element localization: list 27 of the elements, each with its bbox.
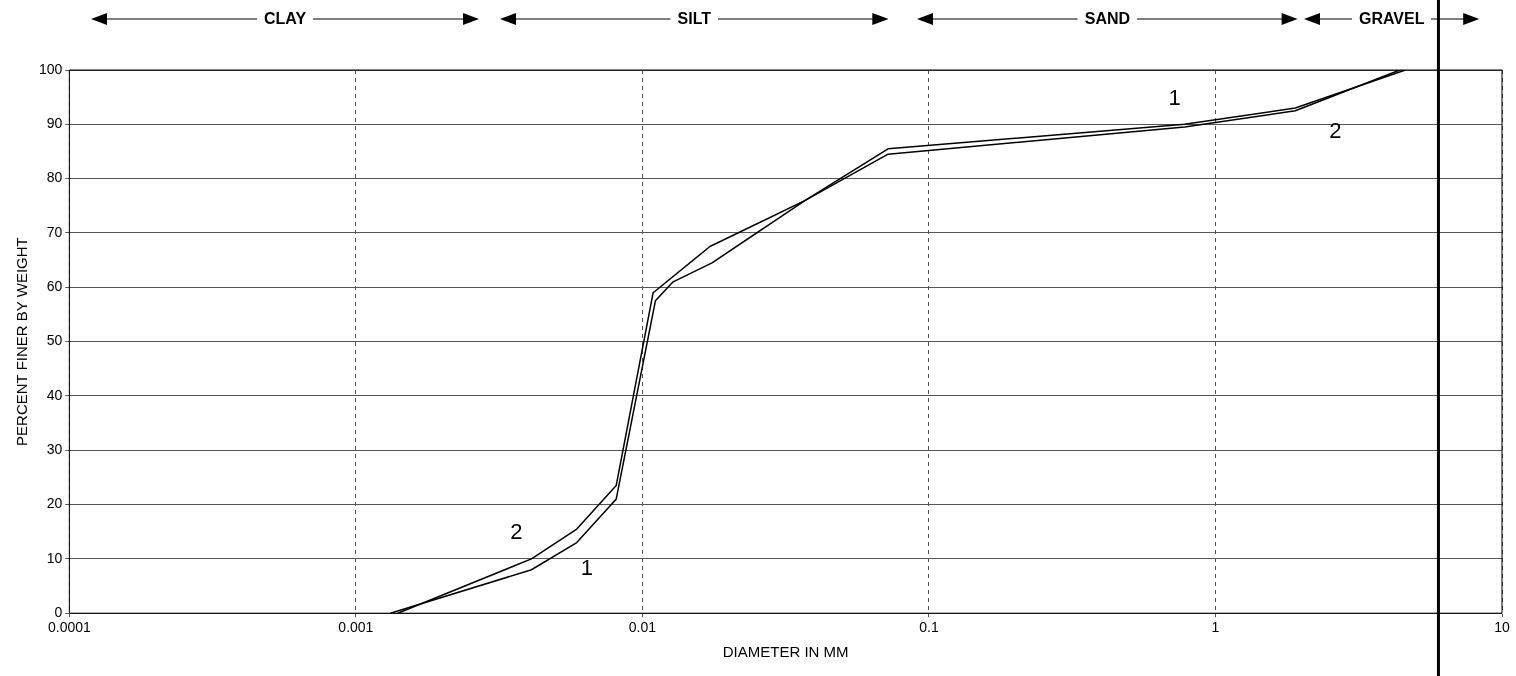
x-tick-label: 0.001 bbox=[338, 619, 374, 636]
text: 2 bbox=[1329, 118, 1342, 144]
y-tick-label: 0 bbox=[54, 604, 63, 621]
text: 1 bbox=[1168, 85, 1181, 111]
y-axis-title: PERCENT FINER BY WEIGHT bbox=[13, 237, 31, 446]
y-tick-label: 90 bbox=[46, 115, 63, 132]
y-tick-label: 50 bbox=[46, 332, 63, 349]
x-axis-title: DIAMETER IN MM bbox=[722, 643, 849, 661]
y-tick-label: 80 bbox=[46, 169, 63, 186]
x-tick-label: 0.0001 bbox=[47, 619, 91, 636]
text: SILT bbox=[677, 10, 712, 28]
series-label: 1 bbox=[580, 554, 593, 580]
x-tick-label: 10 bbox=[1494, 619, 1510, 636]
y-tick-label: 100 bbox=[39, 60, 63, 77]
text: CLAY bbox=[263, 10, 307, 28]
y-tick-label: 30 bbox=[46, 441, 63, 458]
y-tick-label: 20 bbox=[46, 495, 63, 512]
y-tick-label: 40 bbox=[46, 386, 63, 403]
y-tick-label: 60 bbox=[46, 278, 63, 295]
text: GRAVEL bbox=[1358, 10, 1425, 28]
x-tick-label: 1 bbox=[1211, 619, 1220, 636]
y-tick-label: 10 bbox=[46, 549, 63, 566]
series-label: 2 bbox=[510, 518, 523, 544]
y-tick-label: 70 bbox=[46, 223, 63, 240]
x-tick-label: 0.01 bbox=[628, 619, 657, 636]
x-tick-label: 0.1 bbox=[919, 619, 939, 636]
text: SAND bbox=[1084, 10, 1131, 28]
